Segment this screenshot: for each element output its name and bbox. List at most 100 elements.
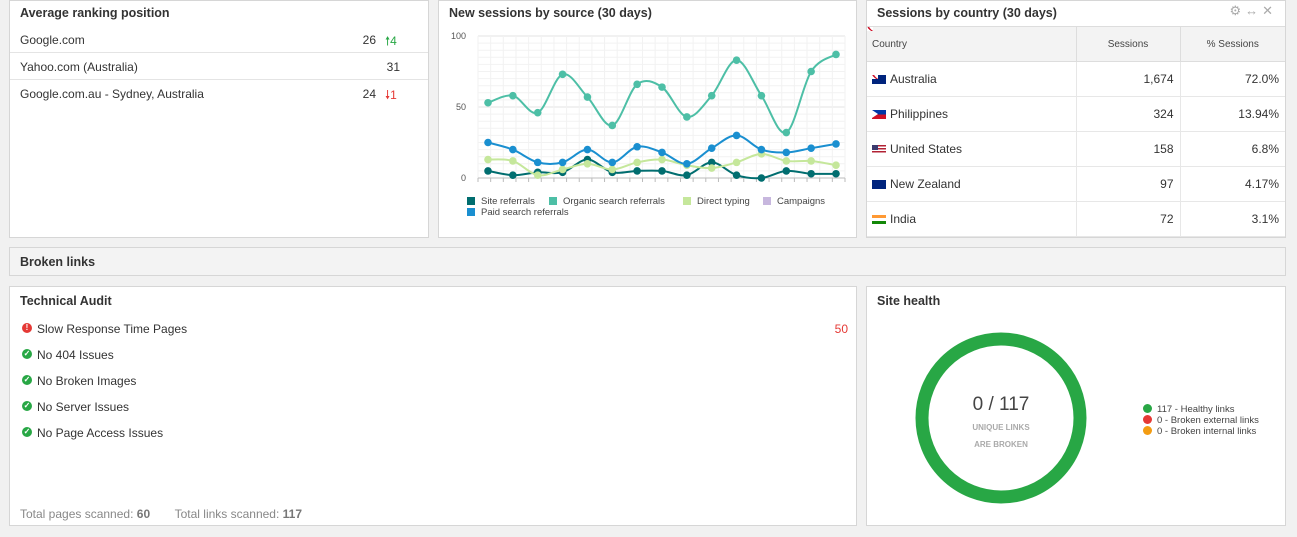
data-point-organic-search-referrals[interactable] <box>608 121 617 130</box>
data-point-direct-typing[interactable] <box>732 158 741 167</box>
legend-dot <box>1143 426 1152 435</box>
data-point-site-referrals[interactable] <box>658 167 666 175</box>
data-point-direct-typing[interactable] <box>484 155 492 164</box>
data-point-organic-search-referrals[interactable] <box>583 93 592 101</box>
data-point-organic-search-referrals[interactable] <box>782 128 791 137</box>
ranking-row[interactable]: Yahoo.com (Australia) 31 <box>10 53 428 80</box>
data-point-direct-typing[interactable] <box>782 157 791 165</box>
data-point-site-referrals[interactable] <box>509 171 517 179</box>
data-point-paid-search-referrals[interactable] <box>782 148 791 157</box>
sessions-cell: 97 <box>1076 166 1181 202</box>
data-point-direct-typing[interactable] <box>707 164 716 172</box>
data-point-paid-search-referrals[interactable] <box>757 145 766 154</box>
legend-label[interactable]: Paid search referrals <box>481 207 569 218</box>
data-point-site-referrals[interactable] <box>757 174 766 182</box>
data-point-organic-search-referrals[interactable] <box>707 91 716 100</box>
audit-item-label: No 404 Issues <box>37 348 114 362</box>
country-panel: Sessions by country (30 days) ⚙↔✕ Countr… <box>866 0 1286 238</box>
data-point-organic-search-referrals[interactable] <box>683 113 691 121</box>
ranking-row[interactable]: Google.com.au - Sydney, Australia 24 🠗1 <box>10 80 428 107</box>
audit-item[interactable]: ✓ No 404 Issues <box>22 348 848 364</box>
data-point-paid-search-referrals[interactable] <box>683 160 691 168</box>
country-title: Sessions by country (30 days) <box>877 6 1057 20</box>
data-point-direct-typing[interactable] <box>583 160 592 168</box>
data-point-organic-search-referrals[interactable] <box>533 108 542 117</box>
audit-item[interactable]: ✓ No Server Issues <box>22 400 848 416</box>
data-point-organic-search-referrals[interactable] <box>484 98 492 107</box>
data-point-paid-search-referrals[interactable] <box>558 158 567 167</box>
close-icon[interactable]: ✕ <box>1262 3 1277 18</box>
data-point-paid-search-referrals[interactable] <box>533 158 542 167</box>
data-point-site-referrals[interactable] <box>807 169 815 178</box>
country-cell: New Zealand <box>867 166 1077 202</box>
legend-label[interactable]: Campaigns <box>777 196 825 207</box>
broken-links-bar[interactable]: Broken links <box>9 247 1286 276</box>
sessions-cell: 72 <box>1076 201 1181 237</box>
data-point-paid-search-referrals[interactable] <box>707 144 716 152</box>
country-row[interactable]: India 72 3.1% <box>867 201 1285 237</box>
data-point-direct-typing[interactable] <box>832 161 840 170</box>
data-point-direct-typing[interactable] <box>608 165 617 174</box>
pct-cell: 4.17% <box>1180 166 1285 202</box>
pct-cell: 3.1% <box>1180 201 1285 237</box>
data-point-organic-search-referrals[interactable] <box>633 80 641 89</box>
data-point-paid-search-referrals[interactable] <box>832 140 840 148</box>
data-point-site-referrals[interactable] <box>832 169 840 178</box>
data-point-direct-typing[interactable] <box>509 157 517 165</box>
data-point-direct-typing[interactable] <box>658 155 666 164</box>
legend-swatch <box>763 197 771 205</box>
health-ring <box>915 332 1087 504</box>
data-point-paid-search-referrals[interactable] <box>484 138 492 147</box>
data-point-paid-search-referrals[interactable] <box>608 158 617 167</box>
resize-icon[interactable]: ↔ <box>1245 3 1263 18</box>
data-point-paid-search-referrals[interactable] <box>658 148 666 157</box>
audit-item-label: No Broken Images <box>37 374 137 388</box>
audit-title: Technical Audit <box>20 294 112 308</box>
data-point-site-referrals[interactable] <box>484 167 492 175</box>
data-point-organic-search-referrals[interactable] <box>658 83 666 91</box>
data-point-site-referrals[interactable] <box>782 167 791 175</box>
audit-item[interactable]: ✓ No Broken Images <box>22 374 848 390</box>
data-point-direct-typing[interactable] <box>558 165 567 174</box>
data-point-paid-search-referrals[interactable] <box>583 145 592 154</box>
col-sessions[interactable]: Sessions <box>1076 26 1181 62</box>
data-point-site-referrals[interactable] <box>707 158 716 167</box>
check-icon: ✓ <box>22 375 32 385</box>
country-row[interactable]: United States 158 6.8% <box>867 131 1285 167</box>
country-row[interactable]: Australia 1,674 72.0% <box>867 61 1285 97</box>
audit-item[interactable]: ! Slow Response Time Pages 50 <box>22 322 848 338</box>
data-point-direct-typing[interactable] <box>633 158 641 167</box>
data-point-organic-search-referrals[interactable] <box>558 70 567 79</box>
data-point-paid-search-referrals[interactable] <box>807 144 815 152</box>
data-point-site-referrals[interactable] <box>633 167 641 175</box>
data-point-paid-search-referrals[interactable] <box>732 131 741 140</box>
data-point-paid-search-referrals[interactable] <box>633 142 641 151</box>
legend-label[interactable]: Site referrals <box>481 196 535 207</box>
data-point-organic-search-referrals[interactable] <box>757 91 766 100</box>
data-point-organic-search-referrals[interactable] <box>832 50 840 59</box>
legend-label[interactable]: Direct typing <box>697 196 750 207</box>
audit-item-count: 50 <box>834 322 848 336</box>
country-row[interactable]: New Zealand 97 4.17% <box>867 166 1285 202</box>
pct-cell: 6.8% <box>1180 131 1285 167</box>
ranking-row[interactable]: Google.com 26 🠕4 <box>10 26 428 53</box>
country-row[interactable]: Philippines 324 13.94% <box>867 96 1285 132</box>
data-point-site-referrals[interactable] <box>732 171 741 179</box>
legend-swatch <box>467 197 475 205</box>
legend-item: 0 - Broken internal links <box>1143 426 1259 437</box>
country-table: Country Sessions % Sessions Australia 1,6… <box>867 26 1285 237</box>
flag-us-icon <box>872 145 886 154</box>
audit-item[interactable]: ✓ No Page Access Issues <box>22 426 848 442</box>
data-point-organic-search-referrals[interactable] <box>732 56 741 64</box>
data-point-paid-search-referrals[interactable] <box>509 145 517 154</box>
data-point-direct-typing[interactable] <box>807 157 815 165</box>
data-point-organic-search-referrals[interactable] <box>807 67 815 76</box>
data-point-direct-typing[interactable] <box>533 171 542 179</box>
data-point-site-referrals[interactable] <box>683 171 691 179</box>
pct-cell: 13.94% <box>1180 96 1285 132</box>
col-pct-sessions[interactable]: % Sessions <box>1180 26 1285 62</box>
gear-icon[interactable]: ⚙ <box>1229 3 1246 18</box>
legend-label[interactable]: Organic search referrals <box>563 196 665 207</box>
col-country[interactable]: Country <box>867 26 1077 62</box>
data-point-organic-search-referrals[interactable] <box>509 91 517 100</box>
